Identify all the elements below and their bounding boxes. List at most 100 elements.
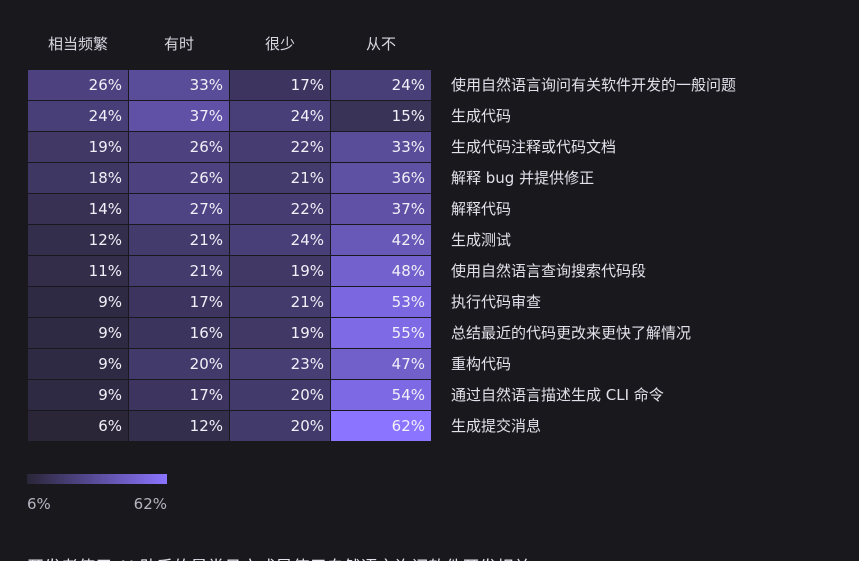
heatmap-cell-value: 24% [291,107,324,125]
heatmap-cell [129,287,229,317]
heatmap-cell-value: 22% [291,200,324,218]
heatmap-cell [230,225,330,255]
heatmap-row: 24% 37% 24% 15% [28,101,431,131]
heatmap-cell-value: 33% [392,138,425,156]
row-label: 解释代码 [451,200,512,218]
heatmap-cell [230,318,330,348]
heatmap-cell-value: 27% [190,200,223,218]
column-header-frequent: 相当频繁 [47,35,108,53]
heatmap-cell-value: 12% [190,417,223,435]
heatmap-cell-value: 23% [291,355,324,373]
heatmap-cell-value: 6% [98,417,122,435]
heatmap-cell [331,70,431,100]
heatmap-cell [28,256,128,286]
heatmap-cell-value: 54% [392,386,425,404]
row-label: 生成代码注释或代码文档 [451,138,617,156]
heatmap-cell [129,411,229,441]
heatmap-cell-value: 21% [291,293,324,311]
heatmap-cell-value: 26% [190,169,223,187]
row-label: 生成提交消息 [451,417,542,435]
heatmap-cell [230,380,330,410]
heatmap-row: 18% 26% 21% 36% [28,163,431,193]
heatmap-cell [331,256,431,286]
heatmap-cell-value: 9% [98,355,122,373]
heatmap-row: 9% 16% 19% 55% [28,318,431,348]
heatmap-row: 12% 21% 24% 42% [28,225,431,255]
heatmap-cell [129,318,229,348]
heatmap-cell [129,163,229,193]
heatmap-cell-value: 16% [190,324,223,342]
heatmap-cell-value: 22% [291,138,324,156]
heatmap-cell-value: 11% [89,262,122,280]
row-label: 生成测试 [451,231,512,249]
heatmap-cell [331,349,431,379]
heatmap-cell [129,225,229,255]
heatmap-cell-value: 26% [89,76,122,94]
heatmap-cell [230,349,330,379]
heatmap-cell [28,101,128,131]
heatmap-cell [129,132,229,162]
heatmap-cell [331,411,431,441]
heatmap-cell [129,194,229,224]
heatmap-cell-value: 20% [291,417,324,435]
heatmap-cell [230,256,330,286]
heatmap-cell-value: 17% [190,386,223,404]
heatmap-cell [28,380,128,410]
heatmap-cell [331,101,431,131]
heatmap-row: 9% 17% 20% 54% [28,380,431,410]
heatmap-cell-value: 21% [190,262,223,280]
heatmap-row: 6% 12% 20% 62% [28,411,431,441]
color-scale-legend [27,474,167,484]
heatmap-cell-value: 53% [392,293,425,311]
color-scale-min-label: 6% [27,495,51,513]
heatmap-cell [129,101,229,131]
heatmap-cell [28,411,128,441]
heatmap-row: 9% 20% 23% 47% [28,349,431,379]
heatmap-cell-value: 20% [291,386,324,404]
row-label: 解释 bug 并提供修正 [451,169,595,187]
heatmap-cell-value: 14% [89,200,122,218]
heatmap-cell [331,225,431,255]
heatmap-cell [28,132,128,162]
heatmap-cell-value: 9% [98,293,122,311]
heatmap-cell [331,380,431,410]
heatmap-cell-value: 21% [291,169,324,187]
heatmap-cell-value: 62% [392,417,425,435]
column-header-sometimes: 有时 [163,35,194,53]
row-label: 生成代码 [451,107,512,125]
heatmap-cell-value: 47% [392,355,425,373]
heatmap-cell [28,349,128,379]
heatmap-cell-value: 37% [190,107,223,125]
heatmap-cell-value: 9% [98,324,122,342]
heatmap-cell [28,70,128,100]
heatmap-cell [230,70,330,100]
heatmap-cell-value: 48% [392,262,425,280]
color-scale-bar [27,474,167,484]
heatmap-cell-value: 42% [392,231,425,249]
heatmap-cell-value: 17% [291,76,324,94]
heatmap-cell-value: 20% [190,355,223,373]
footer-text: 开发者使用 AI 助手的最常见方式是使用自然语言询问软件开发相关 [27,553,530,561]
heatmap-cell-value: 36% [392,169,425,187]
column-header-rarely: 很少 [264,35,295,53]
heatmap-cell-value: 12% [89,231,122,249]
heatmap-cell [28,287,128,317]
heatmap-row: 11% 21% 19% 48% [28,256,431,286]
heatmap-cell-value: 19% [291,262,324,280]
heatmap-cell [230,411,330,441]
heatmap-row: 14% 27% 22% 37% [28,194,431,224]
heatmap-cell [331,132,431,162]
heatmap-row: 19% 26% 22% 33% [28,132,431,162]
heatmap-cell [230,163,330,193]
heatmap-cell [28,318,128,348]
heatmap-cell [331,318,431,348]
row-label: 执行代码审查 [451,293,542,311]
heatmap-cell [129,349,229,379]
heatmap-cell [331,194,431,224]
heatmap-cell [28,225,128,255]
heatmap-cell-value: 19% [291,324,324,342]
heatmap-cell-value: 26% [190,138,223,156]
heatmap-cell-value: 37% [392,200,425,218]
row-label: 使用自然语言查询搜索代码段 [451,262,647,280]
row-label: 总结最近的代码更改来更快了解情况 [451,324,692,342]
